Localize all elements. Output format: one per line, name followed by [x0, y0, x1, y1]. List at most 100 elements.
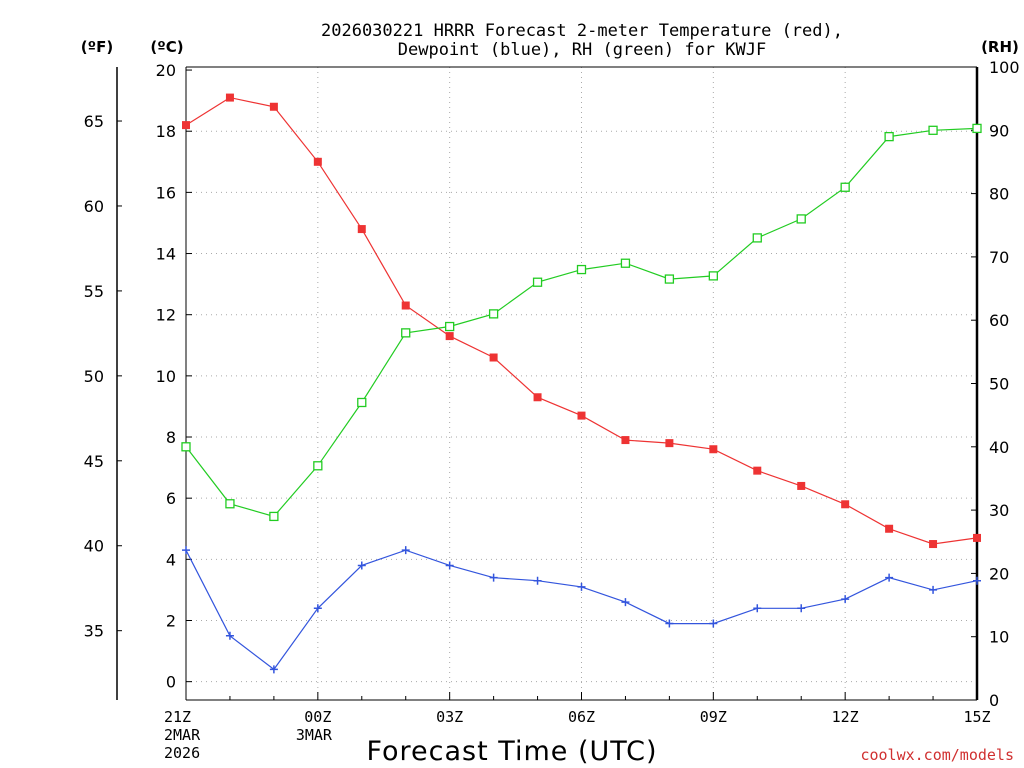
rh-point — [796, 214, 806, 224]
celsius-tick-label: 16 — [156, 183, 176, 202]
rh-point — [269, 511, 279, 522]
dewpoint-point — [797, 604, 806, 613]
temperature-point — [225, 93, 234, 102]
rh-point — [181, 442, 191, 452]
rh-tick-label: 40 — [989, 438, 1009, 457]
x-tick-label: 03Z — [436, 708, 463, 726]
rh-tick-label: 50 — [989, 375, 1009, 394]
dewpoint-point — [841, 595, 850, 604]
x-tick-sublabel: 2026 — [164, 744, 200, 762]
rh-point — [532, 277, 543, 287]
celsius-tick-label: 10 — [156, 367, 176, 386]
credit-label: coolwx.com/models — [860, 746, 1014, 764]
rh-point — [445, 321, 455, 332]
dewpoint-point — [489, 573, 498, 582]
rh-tick-label: 30 — [989, 501, 1009, 520]
rh-point — [576, 264, 587, 275]
rh-point — [840, 182, 850, 192]
x-tick-label: 21Z — [164, 708, 191, 726]
dewpoint-point — [401, 546, 410, 555]
fahrenheit-tick-label: 55 — [84, 282, 104, 301]
celsius-tick-label: 14 — [156, 245, 176, 264]
x-tick-label: 00Z — [304, 708, 331, 726]
x-tick-label: 12Z — [832, 708, 859, 726]
rh-point — [708, 271, 718, 281]
rh-tick-label: 60 — [989, 311, 1009, 330]
rh-point — [884, 131, 894, 142]
celsius-unit-label: (ºC) — [150, 38, 183, 56]
fahrenheit-tick-label: 60 — [84, 197, 104, 216]
rh-tick-label: 100 — [989, 58, 1020, 77]
rh-point — [972, 123, 982, 134]
rh-tick-label: 0 — [989, 691, 999, 710]
x-tick-sublabel: 2MAR — [164, 726, 201, 744]
dewpoint-point — [753, 604, 762, 613]
temperature-point — [709, 445, 718, 454]
temperature-point — [269, 102, 278, 111]
temperature-point — [885, 524, 894, 533]
celsius-tick-label: 8 — [166, 428, 176, 447]
celsius-tick-label: 18 — [156, 122, 176, 141]
temperature-point — [929, 540, 938, 549]
grid — [186, 67, 977, 700]
rh-tick-label: 20 — [989, 564, 1009, 583]
temperature-point — [313, 157, 322, 166]
rh-unit-label: (RH) — [981, 38, 1019, 56]
fahrenheit-unit-label: (ºF) — [81, 38, 113, 56]
chart-title-line-2: Dewpoint (blue), RH (green) for KWJF — [398, 40, 766, 60]
x-tick-label: 09Z — [700, 708, 727, 726]
temperature-point — [182, 121, 190, 130]
celsius-tick-label: 0 — [166, 673, 176, 692]
axes: 0 2 4 6 8 10 12 14 16 18 20 35 40 45 50 55 60 65 0 10 20 30 40… — [84, 58, 1020, 710]
x-tick-label: 15Z — [963, 708, 990, 726]
temperature-point — [665, 439, 674, 448]
temperature-point — [973, 533, 981, 542]
dewpoint-point — [885, 573, 894, 582]
rh-point — [313, 461, 323, 471]
temperature-point — [533, 393, 542, 402]
dewpoint-line — [185, 549, 978, 671]
dewpoint-point — [665, 619, 674, 628]
temperature-point — [445, 332, 454, 341]
dewpoint-point — [313, 604, 322, 613]
temperature-point — [489, 353, 498, 362]
fahrenheit-tick-label: 40 — [84, 537, 104, 556]
rh-tick-label: 80 — [989, 185, 1009, 204]
dewpoint-point — [445, 561, 454, 570]
rh-point — [620, 258, 631, 268]
dewpoint-point — [225, 631, 234, 640]
series-layer — [181, 93, 982, 674]
temperature-point — [841, 500, 850, 509]
x-tick-label: 06Z — [568, 708, 595, 726]
dewpoint-point — [709, 619, 718, 628]
dewpoint-point — [929, 585, 938, 594]
fahrenheit-tick-label: 35 — [84, 622, 104, 641]
celsius-tick-label: 6 — [166, 489, 176, 508]
fahrenheit-tick-label: 50 — [84, 367, 104, 386]
rh-point — [401, 328, 411, 338]
temperature-point — [577, 411, 586, 420]
fahrenheit-tick-label: 65 — [84, 112, 104, 131]
rh-tick-label: 10 — [989, 628, 1009, 647]
rh-point — [928, 125, 938, 135]
celsius-tick-label: 20 — [156, 61, 176, 80]
temperature-point — [401, 301, 410, 310]
rh-point — [488, 309, 499, 319]
x-tick-sublabel: 3MAR — [296, 726, 333, 744]
celsius-tick-label: 4 — [166, 550, 176, 569]
dewpoint-point — [533, 576, 542, 585]
rh-tick-label: 90 — [989, 121, 1009, 140]
dewpoint-point — [357, 561, 366, 570]
celsius-tick-label: 12 — [156, 306, 176, 325]
temperature-point — [753, 466, 762, 475]
rh-point — [357, 397, 367, 408]
rh-point — [752, 233, 762, 243]
dewpoint-point — [182, 546, 190, 555]
temperature-point — [797, 481, 806, 490]
rh-tick-label: 70 — [989, 248, 1009, 267]
temperature-point — [621, 436, 630, 445]
x-axis-label: Forecast Time (UTC) — [366, 736, 657, 767]
dewpoint-point — [577, 582, 586, 591]
